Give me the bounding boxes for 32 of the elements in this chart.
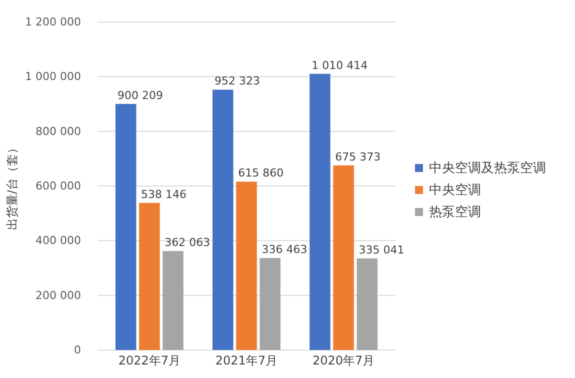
- data-label: 952 323: [214, 74, 260, 88]
- bar: [236, 182, 257, 350]
- data-label: 615 860: [238, 166, 284, 180]
- bar: [356, 258, 378, 350]
- y-tick-label: 200 000: [36, 288, 81, 302]
- bar: [333, 165, 354, 350]
- bar: [162, 251, 184, 350]
- bar: [212, 90, 234, 350]
- bar: [310, 74, 330, 350]
- bar: [139, 202, 160, 350]
- data-label: 675 373: [335, 150, 381, 164]
- data-label: 336 463: [262, 243, 308, 256]
- data-label: 900 209: [117, 88, 163, 102]
- y-tick-label: 400 000: [36, 234, 81, 248]
- data-label: 362 063: [164, 236, 210, 250]
- data-label: 335 041: [358, 243, 404, 256]
- legend-label: 中央空调及热泵空调: [429, 161, 546, 176]
- y-tick-label: 1 200 000: [25, 16, 81, 29]
- x-tick-label: 2021年7月: [215, 354, 278, 368]
- y-tick-label: 600 000: [36, 180, 81, 193]
- y-axis-title: 出货量/台（套）: [5, 142, 19, 230]
- bar: [115, 104, 136, 350]
- data-label: 1 010 414: [312, 58, 368, 72]
- x-tick-label: 2020年7月: [312, 354, 375, 368]
- legend-label: 中央空调: [429, 183, 481, 198]
- y-tick-label: 0: [74, 344, 81, 357]
- bar: [260, 258, 280, 350]
- legend-label: 热泵空调: [429, 205, 481, 220]
- data-label: 538 146: [141, 188, 187, 201]
- y-tick-label: 800 000: [36, 124, 81, 138]
- y-tick-label: 1 000 000: [25, 70, 81, 84]
- x-tick-label: 2022年7月: [118, 354, 181, 368]
